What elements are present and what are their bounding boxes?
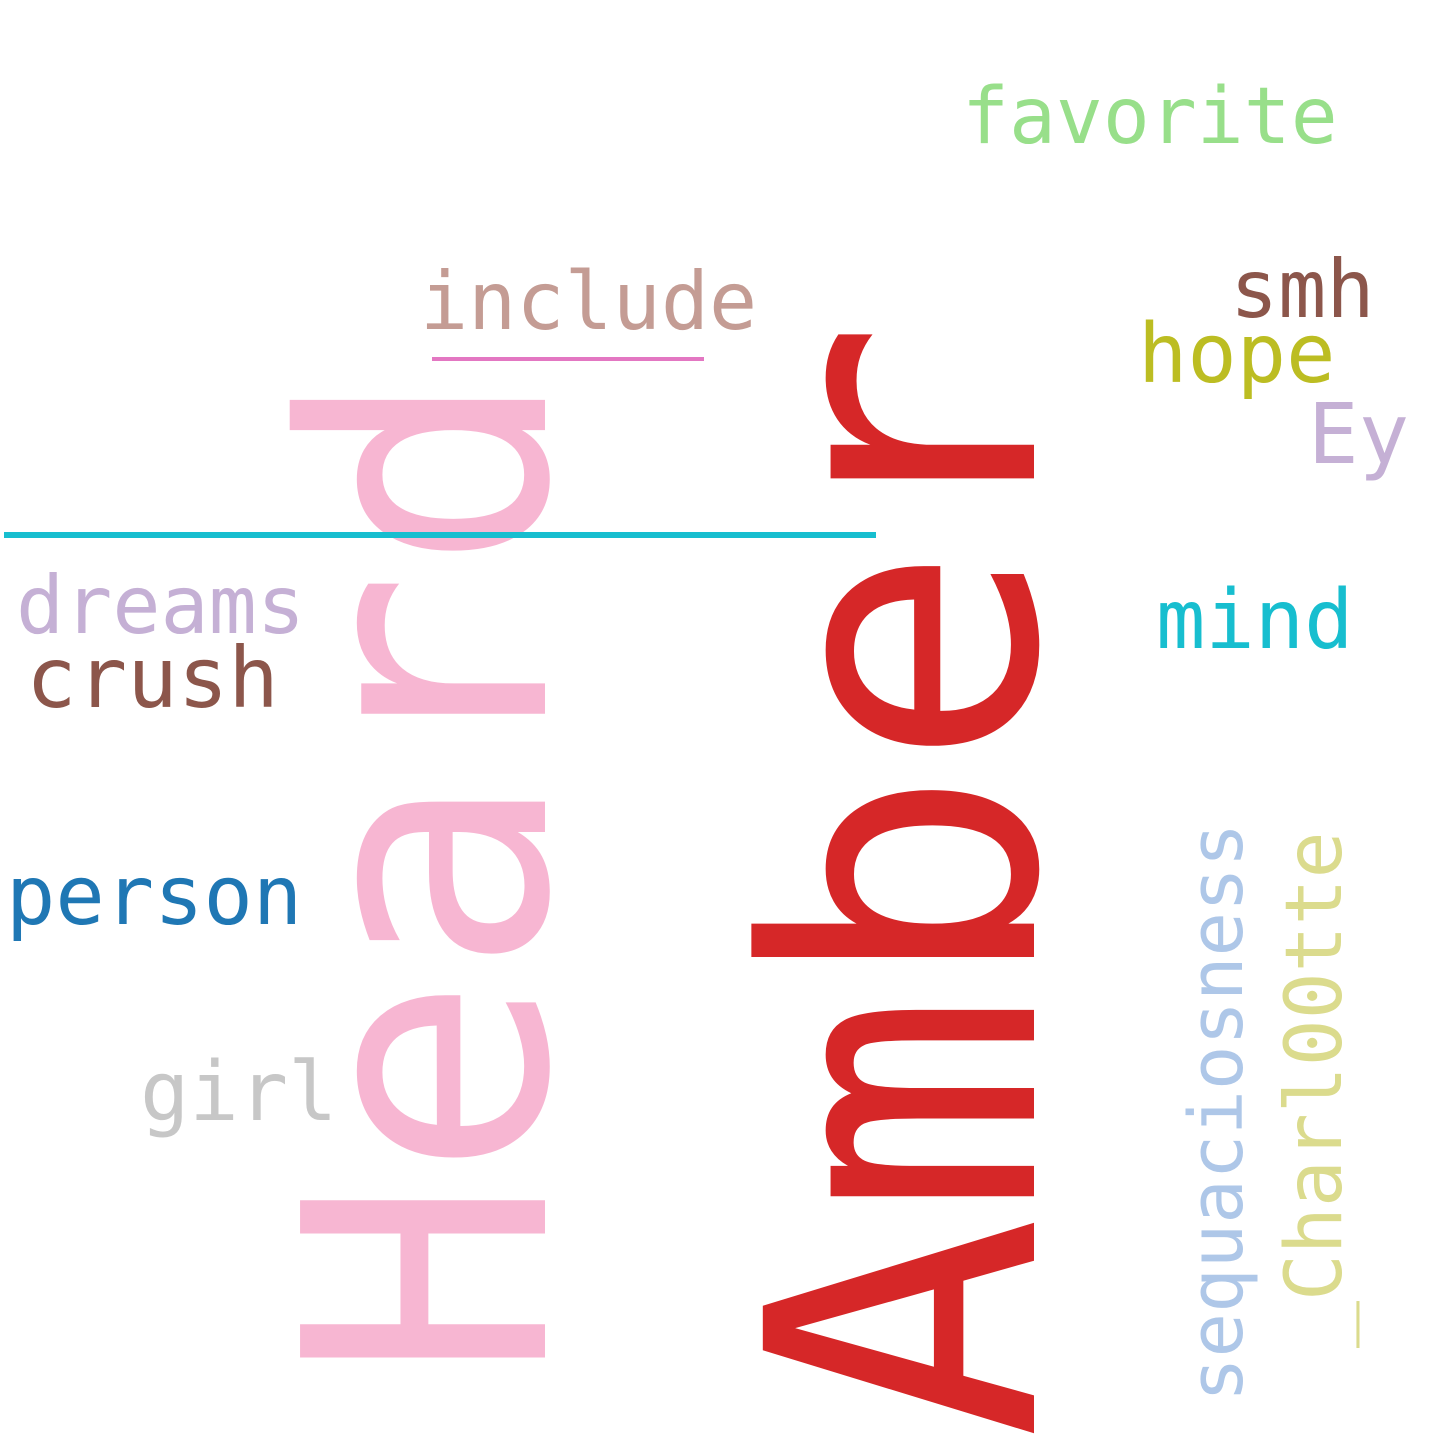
word-person: person — [6, 849, 303, 944]
word-charl00tte: _Charl00tte — [1270, 831, 1360, 1348]
word-heard: Heard — [234, 368, 625, 1380]
word-ey: Ey — [1308, 385, 1410, 483]
word-smh: smh — [1230, 243, 1375, 336]
word-sequaciosness: sequaciosness — [1174, 822, 1260, 1402]
word-dreams: dreams — [16, 559, 305, 652]
word-favorite: favorite — [962, 72, 1338, 162]
word-include: include — [420, 255, 758, 348]
word-mind: mind — [1156, 573, 1354, 668]
word-hope: hope — [1138, 307, 1336, 402]
underscore-short — [432, 357, 704, 361]
underscore-long — [4, 532, 876, 538]
word-girl: girl — [140, 1045, 338, 1140]
word-crush: crush — [26, 629, 279, 727]
word-amber: Amber — [689, 320, 1122, 1440]
